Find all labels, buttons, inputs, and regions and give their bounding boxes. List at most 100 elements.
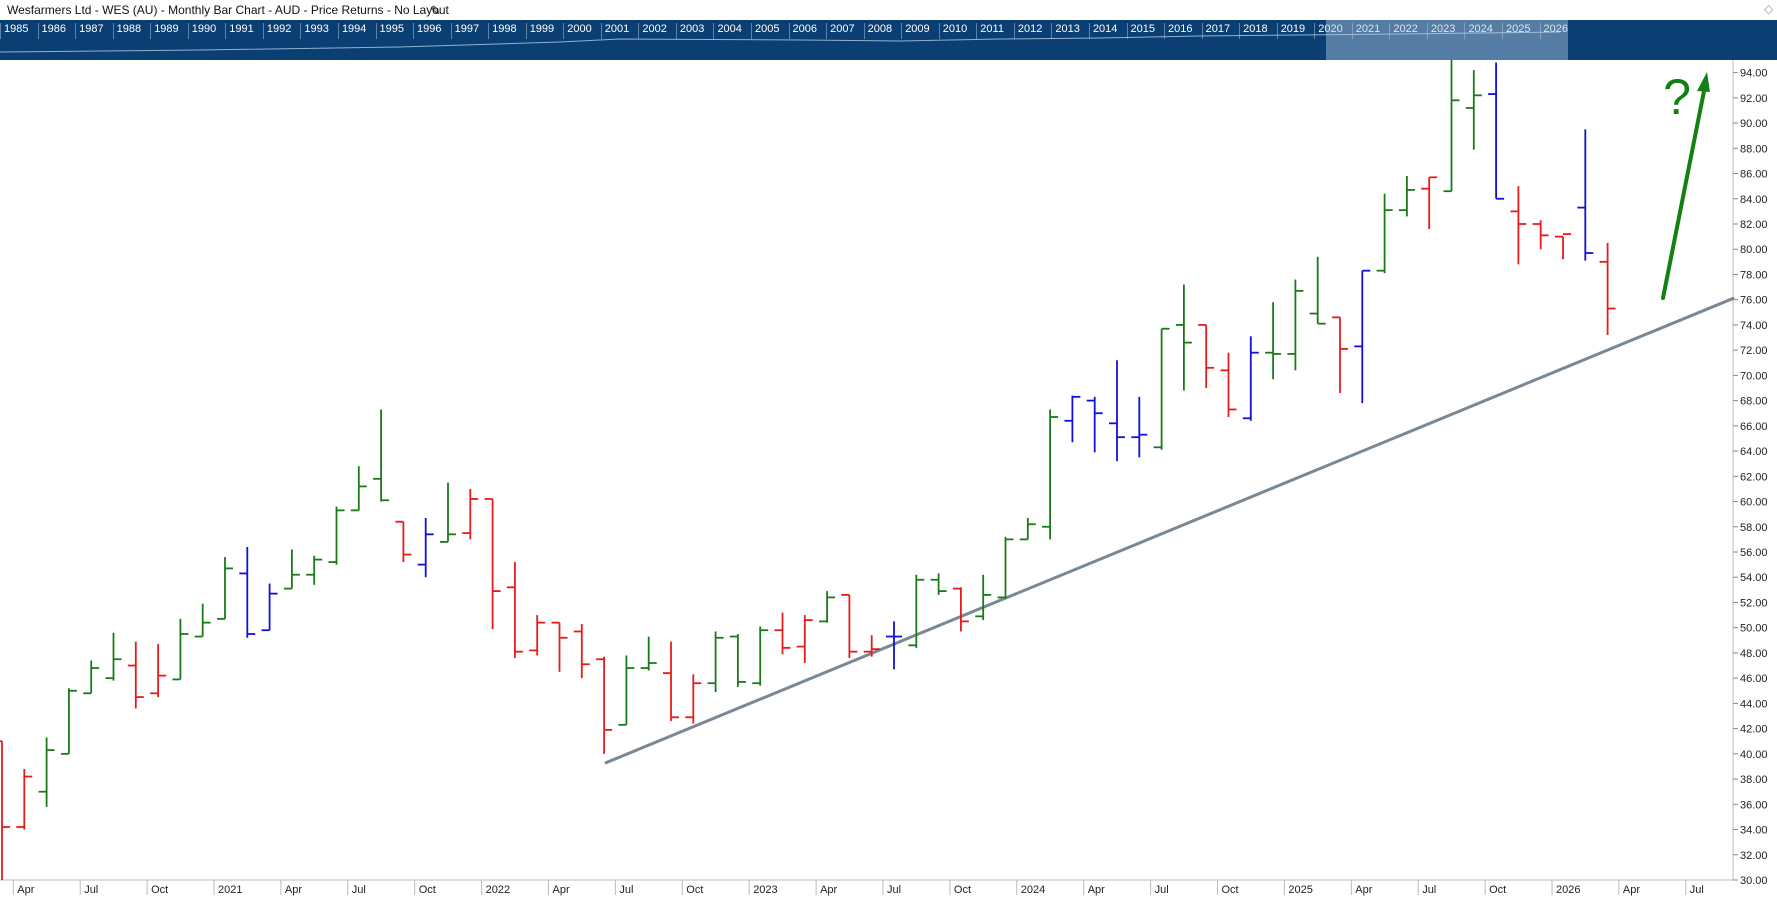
navigator-year: 2021: [1351, 23, 1380, 39]
y-tick-label: 64.00: [1740, 446, 1768, 458]
ohlc-bar: [685, 674, 702, 724]
x-tick-label: Oct: [1222, 884, 1239, 896]
navigator-year-labels: 1985 1986 1987 1988 1989 1990 1991 1992 1993 1994…: [0, 20, 1777, 40]
ohlc-bar: [774, 612, 791, 655]
navigator-year: 2018: [1239, 23, 1268, 39]
navigator-year: 2006: [788, 23, 817, 39]
pencil-icon[interactable]: ✎: [430, 3, 441, 18]
ohlc-bar: [729, 634, 746, 687]
x-tick-label: 2024: [1021, 884, 1045, 896]
navigator-year: 2012: [1013, 23, 1042, 39]
ohlc-bar: [1510, 186, 1527, 265]
navigator-year: 2024: [1464, 23, 1493, 39]
navigator-range-window[interactable]: [1326, 20, 1568, 60]
y-tick-label: 84.00: [1740, 194, 1768, 206]
y-tick-label: 52.00: [1740, 597, 1768, 609]
x-tick-label: Oct: [1489, 884, 1506, 896]
x-tick-label: Jul: [619, 884, 633, 896]
ohlc-bar: [60, 688, 77, 755]
ohlc-bar: [373, 409, 390, 502]
ohlc-bar: [1532, 220, 1549, 250]
up-arrow-annotation[interactable]: [1661, 72, 1710, 300]
ohlc-bar: [1287, 279, 1304, 371]
navigator-year: 1996: [413, 23, 442, 39]
y-tick-label: 72.00: [1740, 345, 1768, 357]
y-tick-label: 66.00: [1740, 421, 1768, 433]
chart-title-bar: Wesfarmers Ltd - WES (AU) - Monthly Bar …: [0, 0, 1777, 20]
y-tick-label: 70.00: [1740, 370, 1768, 382]
y-tick-label: 50.00: [1740, 623, 1768, 635]
chart-title: Wesfarmers Ltd - WES (AU) - Monthly Bar …: [7, 3, 449, 17]
ohlc-bar: [1042, 409, 1059, 540]
y-tick-label: 32.00: [1740, 850, 1768, 862]
ohlc-bar: [886, 621, 902, 670]
trendline[interactable]: [604, 296, 1735, 765]
ohlc-bar: [1109, 360, 1125, 462]
ohlc-bar: [796, 615, 813, 664]
x-tick-label: 2026: [1556, 884, 1580, 896]
navigator-year: 1986: [37, 23, 66, 39]
navigator-year: 1990: [187, 23, 216, 39]
y-tick-label: 42.00: [1740, 724, 1768, 736]
x-tick-label: Jul: [1422, 884, 1436, 896]
navigator-sparkline: [0, 31, 1561, 53]
ohlc-bar: [306, 555, 323, 585]
x-tick-label: Jul: [1690, 884, 1704, 896]
ohlc-bar: [462, 488, 479, 540]
trendline-line[interactable]: [604, 296, 1735, 765]
diamond-icon[interactable]: ◇: [1764, 2, 1774, 16]
y-tick-label: 46.00: [1740, 673, 1768, 685]
x-axis: Apr Jul Oct 2021 Apr Jul Oct 2022 Apr Jul Oct 2023 A…: [12, 880, 1704, 896]
y-tick-label: 44.00: [1740, 698, 1768, 710]
y-tick-label: 62.00: [1740, 471, 1768, 483]
ohlc-bar: [596, 656, 613, 754]
ohlc-bar: [283, 549, 300, 590]
navigator-year: 2004: [713, 23, 742, 39]
ohlc-bar: [506, 562, 523, 658]
price-chart[interactable]: ? 30.00 32.00 34.00 36.00 38.00 40.00 42.00 44.…: [0, 60, 1777, 904]
navigator-year: 2016: [1164, 23, 1193, 39]
ohlc-bar: [1309, 256, 1326, 325]
x-tick-label: Apr: [17, 884, 34, 896]
navigator-year: 2002: [638, 23, 667, 39]
y-tick-label: 82.00: [1740, 219, 1768, 231]
navigator-year: 1994: [337, 23, 366, 39]
ohlc-bar: [1086, 396, 1103, 453]
x-tick-label: Oct: [954, 884, 971, 896]
ohlc-bar: [395, 520, 412, 563]
navigator-year: 2011: [976, 23, 1004, 39]
y-tick-label: 78.00: [1740, 269, 1768, 281]
navigator-year: 1987: [75, 23, 104, 39]
ohlc-bar: [1443, 60, 1460, 193]
ohlc-bar: [908, 574, 925, 648]
y-tick-label: 56.00: [1740, 547, 1768, 559]
y-tick-label: 74.00: [1740, 320, 1768, 332]
y-tick-label: 36.00: [1740, 799, 1768, 811]
x-tick-label: Apr: [285, 884, 302, 896]
ohlc-bar: [16, 768, 33, 830]
y-tick-label: 92.00: [1740, 93, 1768, 105]
y-tick-label: 58.00: [1740, 522, 1768, 534]
x-tick-label: 2022: [486, 884, 510, 896]
ohlc-bar: [1131, 396, 1148, 458]
ohlc-bar: [1398, 176, 1415, 217]
ohlc-bar: [819, 591, 836, 623]
ohlc-bar: [83, 660, 100, 695]
ohlc-bar: [350, 466, 367, 512]
navigator-year: 1985: [0, 23, 28, 39]
date-navigator[interactable]: 1985 1986 1987 1988 1989 1990 1991 1992 1993 1994…: [0, 20, 1777, 60]
navigator-year: 1991: [225, 23, 254, 39]
arrow-head: [1697, 72, 1710, 92]
ohlc-bar: [1019, 517, 1036, 541]
navigator-year: 1995: [375, 23, 404, 39]
ohlc-bar: [975, 574, 992, 621]
y-tick-label: 68.00: [1740, 396, 1768, 408]
y-tick-label: 54.00: [1740, 572, 1768, 584]
navigator-year: 1993: [300, 23, 329, 39]
navigator-year: 2014: [1088, 23, 1117, 39]
ohlc-bar: [573, 623, 590, 679]
ohlc-bar: [172, 618, 189, 681]
ohlc-bar: [1555, 233, 1571, 260]
ohlc-bar: [38, 737, 55, 807]
x-tick-label: Apr: [1355, 884, 1372, 896]
